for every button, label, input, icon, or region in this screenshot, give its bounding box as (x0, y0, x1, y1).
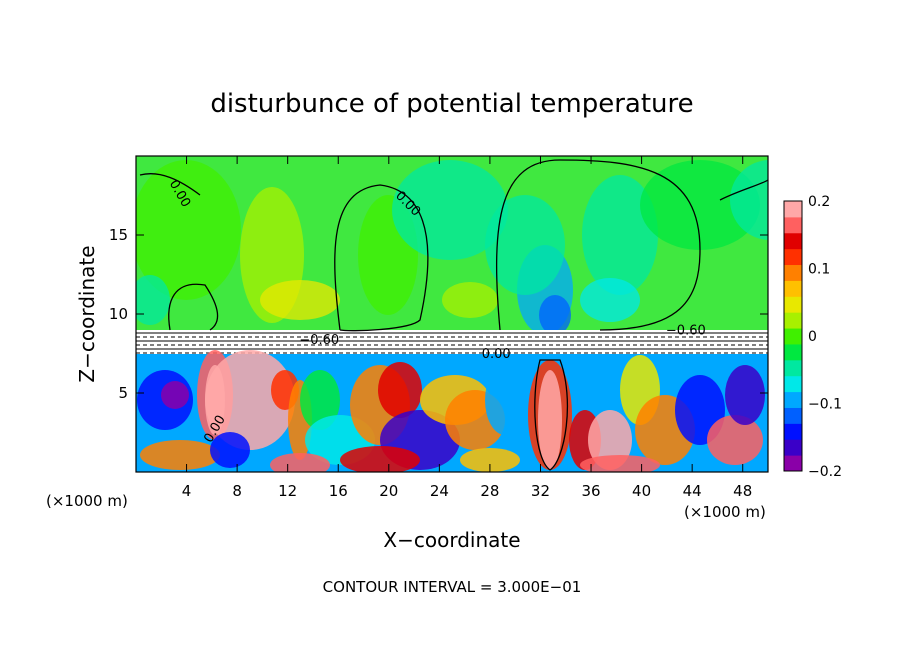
colorbar-swatch (784, 391, 802, 408)
x-tick-label: 32 (531, 482, 550, 500)
x-tick-label: 28 (480, 482, 499, 500)
field-patch (580, 455, 660, 472)
colorbar-swatch (784, 216, 802, 234)
colorbar-tick-label: −0.2 (808, 464, 842, 480)
field-patch (538, 370, 562, 470)
colorbar: 0.2 0.1 0 −0.1 −0.2 (783, 194, 842, 480)
field-patch (730, 160, 768, 240)
y-tick-label: 15 (109, 226, 128, 244)
field-patch (340, 446, 420, 472)
field-patch (161, 381, 189, 409)
x-unit-left: (×1000 m) (46, 492, 128, 510)
field-patch (485, 195, 565, 295)
colorbar-swatch (784, 232, 802, 250)
field-patch (140, 440, 220, 470)
colorbar-frame (783, 200, 803, 472)
colorbar-swatch (784, 296, 802, 313)
contour-line (334, 184, 429, 332)
colorbar-swatch (784, 439, 802, 456)
field-patch (582, 175, 658, 295)
field-patch (707, 415, 763, 465)
field-patch (260, 280, 340, 320)
y-tick-label: 5 (118, 384, 128, 402)
colorbar-swatch (784, 312, 802, 329)
field-patch (378, 362, 422, 418)
x-tick-label: 20 (379, 482, 398, 500)
y-axis-label: Z−coordinate (75, 245, 99, 382)
plot-area (136, 156, 768, 472)
field-patch (460, 448, 520, 472)
x-tick-label: 16 (329, 482, 348, 500)
field-patch (205, 350, 295, 450)
contour-line (139, 173, 201, 196)
field-patch (210, 432, 250, 468)
contour-line (719, 179, 768, 201)
field-patch (300, 370, 340, 430)
colorbar-swatch (784, 248, 802, 266)
colorbar-tick-label: 0 (808, 329, 817, 345)
x-tick-label: 12 (278, 482, 297, 500)
field-patch (392, 160, 508, 260)
colorbar-swatch (784, 359, 802, 377)
chart-title: disturbunce of potential temperature (210, 89, 693, 119)
field-patch (580, 278, 640, 322)
colorbar-tick-label: 0.1 (808, 262, 830, 278)
contour-line (534, 359, 569, 471)
field-patch (640, 160, 760, 250)
colorbar-tick-label: 0.2 (808, 194, 830, 210)
colorbar-swatch (784, 264, 802, 281)
x-tick-label: 36 (581, 482, 600, 500)
contour-line (496, 159, 701, 331)
contour-line (168, 283, 219, 331)
x-tick-label: 4 (182, 482, 192, 500)
contour-label: 0.00 (482, 347, 511, 362)
contour-interval-note: CONTOUR INTERVAL = 3.000E−01 (323, 578, 582, 596)
field-patch (725, 365, 765, 425)
contour-label: −0.60 (666, 324, 706, 339)
colorbar-swatch (784, 423, 802, 440)
x-tick-label: 44 (683, 482, 702, 500)
colorbar-swatch (784, 280, 802, 297)
field-patch (136, 275, 170, 325)
x-tick-label: 24 (430, 482, 449, 500)
field-patch (442, 282, 498, 318)
x-axis-label: X−coordinate (383, 528, 520, 552)
field-patch (485, 365, 525, 435)
contour-label: −0.60 (299, 333, 339, 348)
x-unit-right: (×1000 m) (684, 503, 766, 521)
colorbar-swatch (784, 407, 802, 424)
field-patch (270, 453, 330, 472)
field-patch (539, 295, 571, 335)
colorbar-swatch (784, 328, 802, 345)
colorbar-swatch (784, 201, 802, 218)
x-tick-label: 48 (733, 482, 752, 500)
field-patch (588, 410, 632, 470)
colorbar-swatch (784, 343, 802, 361)
x-tick-label: 8 (232, 482, 242, 500)
colorbar-swatch (784, 375, 802, 393)
x-tick-label: 40 (632, 482, 651, 500)
colorbar-tick-label: −0.1 (808, 397, 842, 413)
y-tick-label: 10 (109, 305, 128, 323)
colorbar-swatch (784, 455, 802, 472)
field-patch (136, 160, 241, 300)
